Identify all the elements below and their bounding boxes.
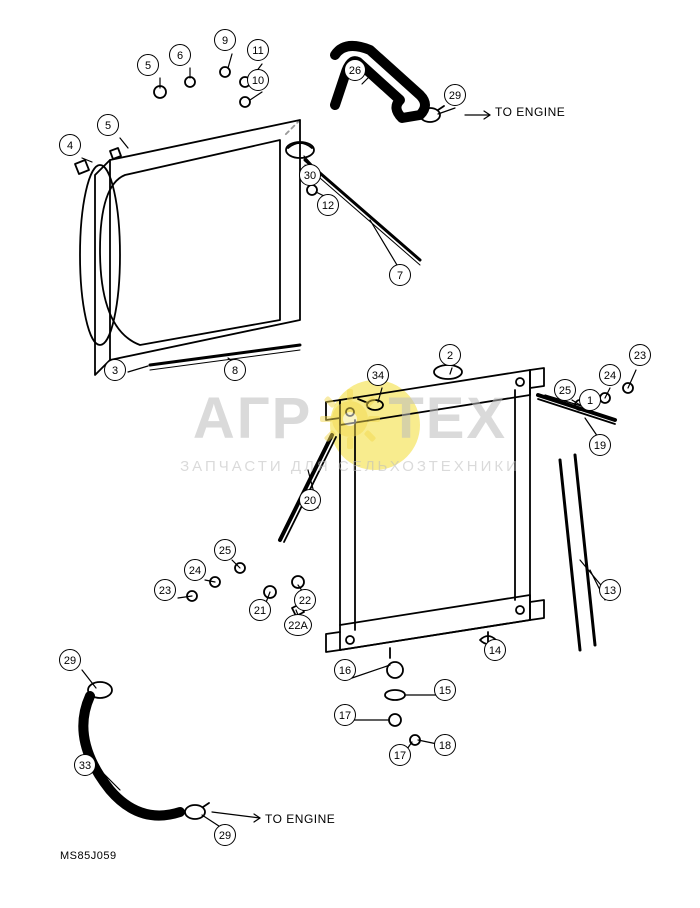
callout-15: 15 [434,679,456,701]
callout-22A: 22A [284,614,312,636]
callout-9: 9 [214,29,236,51]
callout-18: 18 [434,734,456,756]
callout-10: 10 [247,69,269,91]
callout-5: 5 [137,54,159,76]
callout-25: 25 [214,539,236,561]
callout-12: 12 [317,194,339,216]
callout-29: 29 [444,84,466,106]
callout-16: 16 [334,659,356,681]
callout-14: 14 [484,639,506,661]
callout-25: 25 [554,379,576,401]
callout-17: 17 [334,704,356,726]
callout-23: 23 [629,344,651,366]
callout-1: 1 [579,389,601,411]
callout-8: 8 [224,359,246,381]
callout-19: 19 [589,434,611,456]
callout-23: 23 [154,579,176,601]
callout-3: 3 [104,359,126,381]
callout-2: 2 [439,344,461,366]
label-to-engine-top: TO ENGINE [495,105,565,119]
callout-21: 21 [249,599,271,621]
callout-30: 30 [299,164,321,186]
callout-22: 22 [294,589,316,611]
callout-17: 17 [389,744,411,766]
callout-4: 4 [59,134,81,156]
callout-7: 7 [389,264,411,286]
label-to-engine-bottom: TO ENGINE [265,812,335,826]
callout-33: 33 [74,754,96,776]
callout-29: 29 [59,649,81,671]
callout-29: 29 [214,824,236,846]
callout-13: 13 [599,579,621,601]
callout-6: 6 [169,44,191,66]
callout-26: 26 [344,59,366,81]
callout-11: 11 [247,39,269,61]
drawing-code: MS85J059 [60,850,117,862]
callout-34: 34 [367,364,389,386]
diagram-canvas: АГР [0,0,700,908]
callout-5: 5 [97,114,119,136]
callout-24: 24 [599,364,621,386]
callout-20: 20 [299,489,321,511]
callout-24: 24 [184,559,206,581]
